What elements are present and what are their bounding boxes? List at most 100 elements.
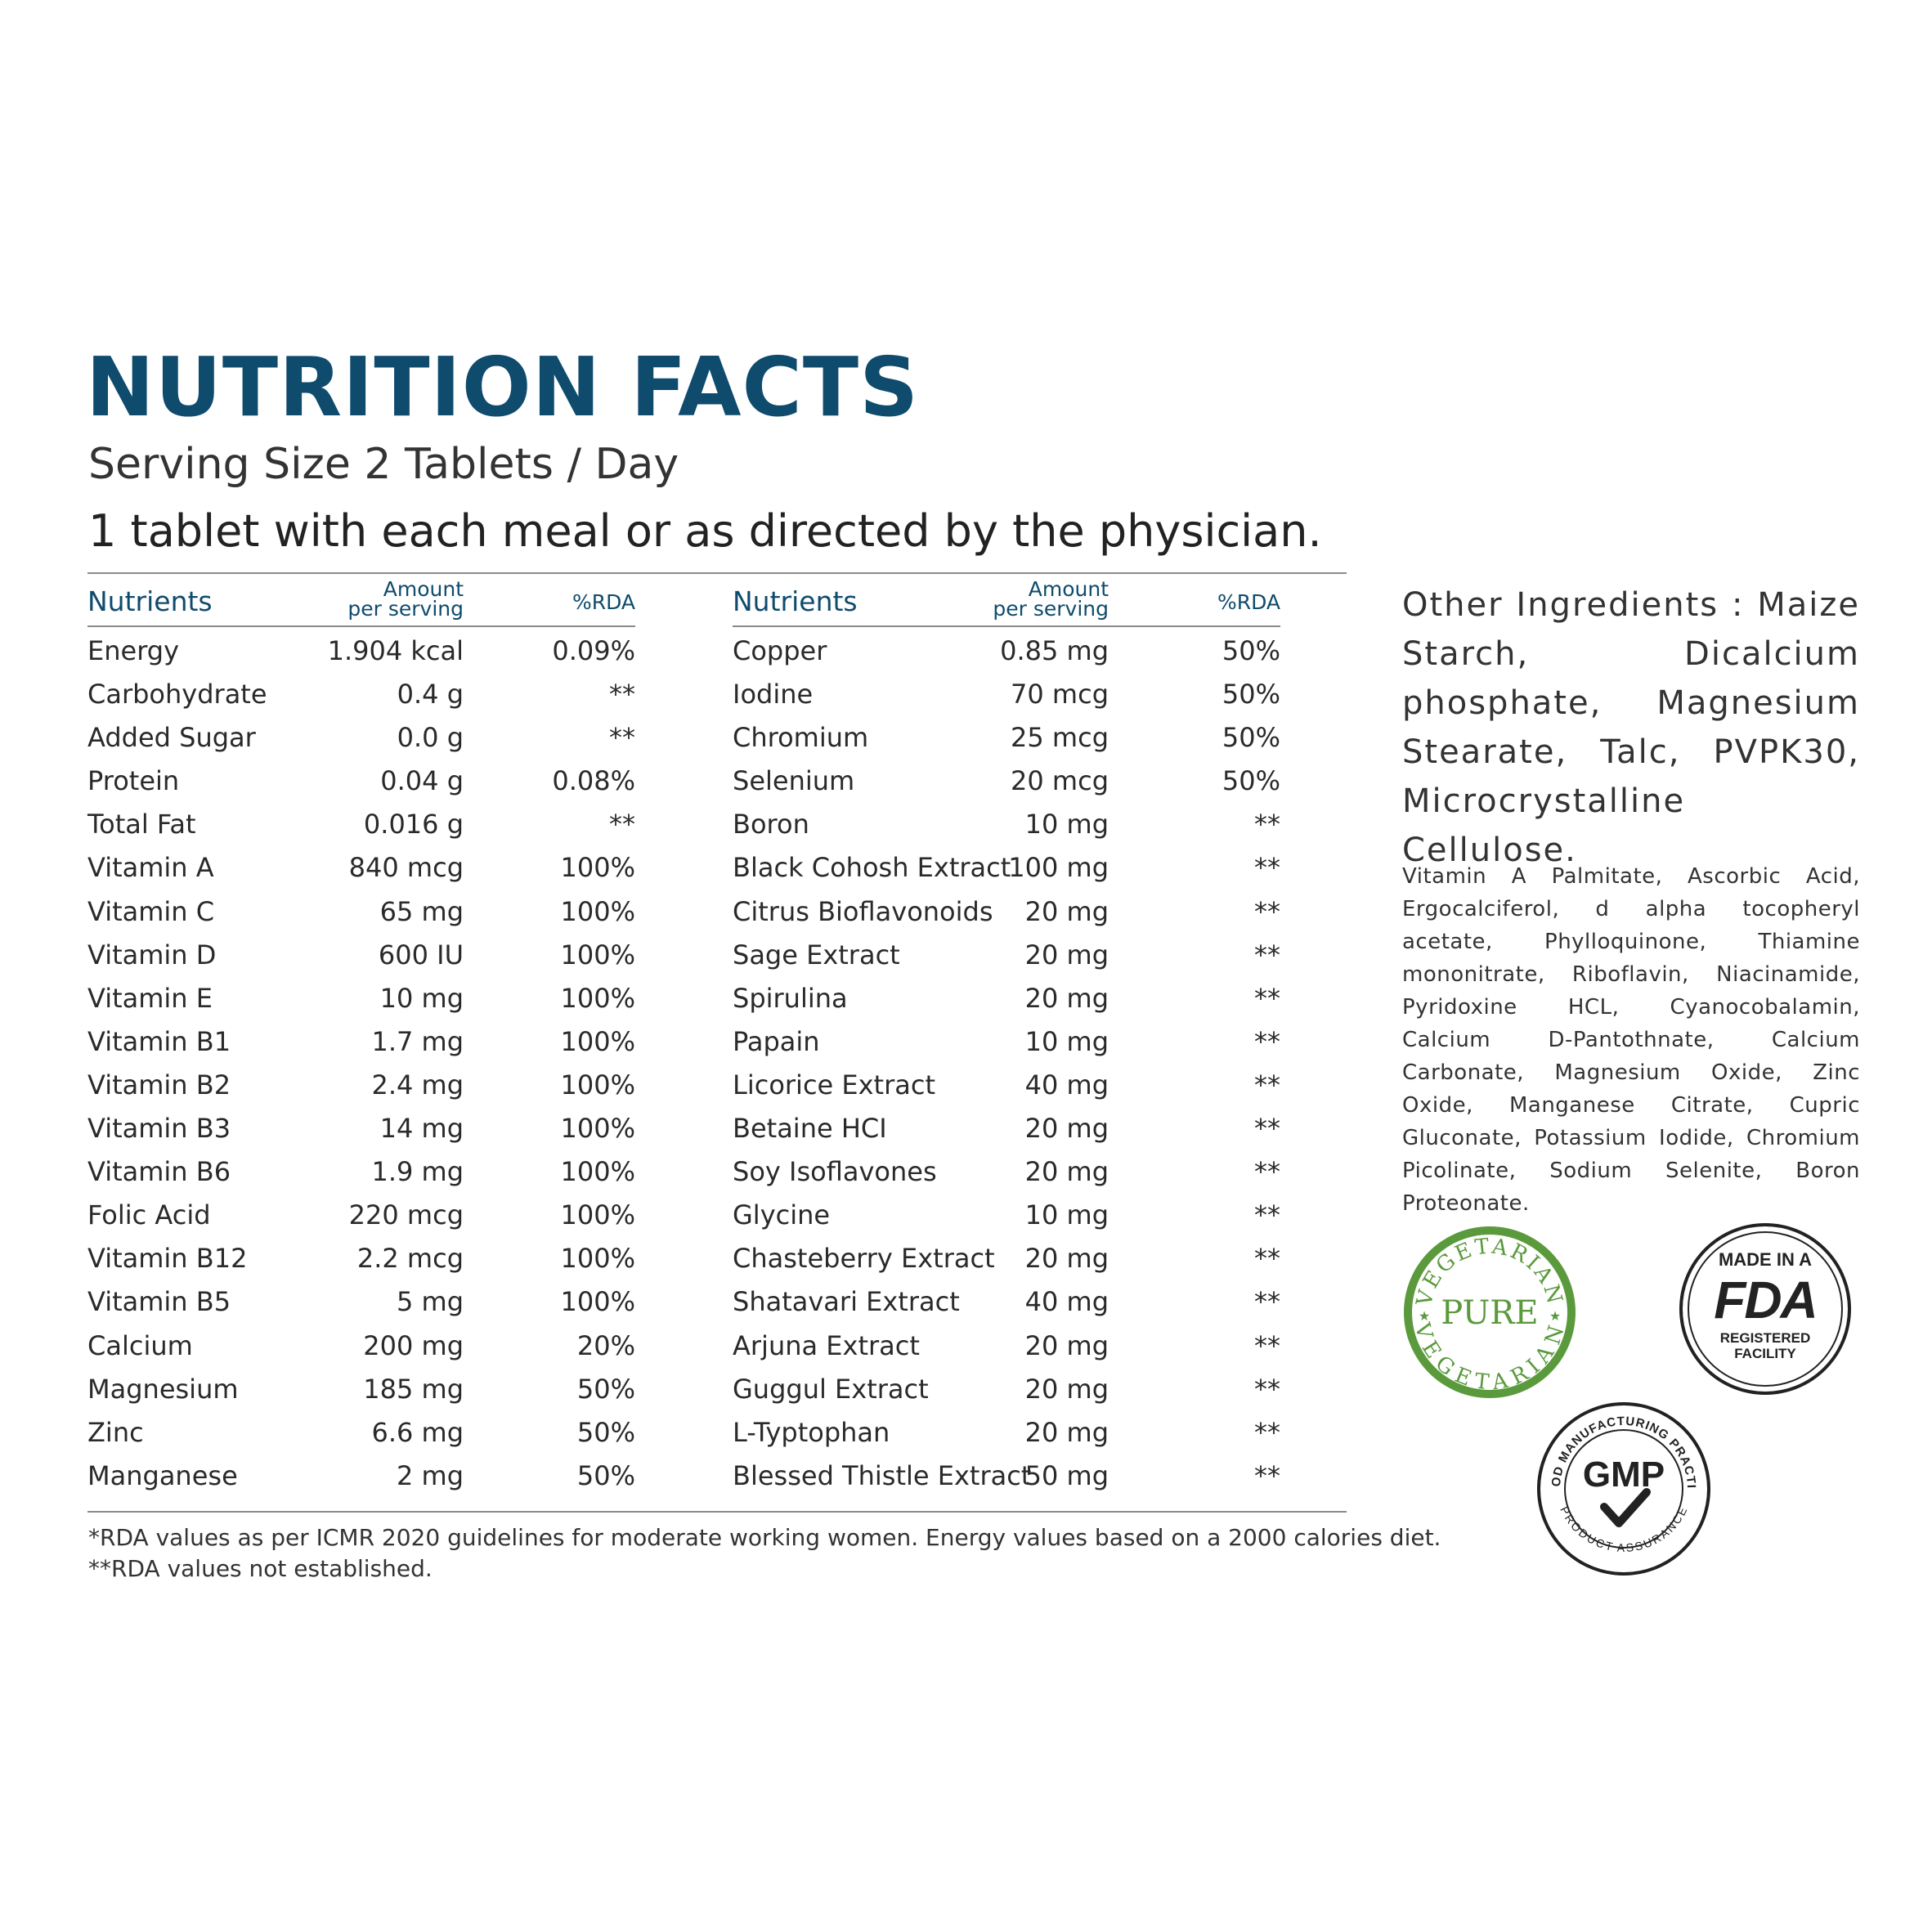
- table-row: Soy Isoflavones 20 mg **: [733, 1151, 1280, 1195]
- table-row: Chromium 25 mcg 50%: [733, 717, 1280, 760]
- nutrient-rda: 50%: [576, 1459, 635, 1491]
- page-title: NUTRITION FACTS: [86, 339, 920, 435]
- nutrient-amount: 600 IU: [378, 939, 464, 970]
- nutrient-amount: 2.4 mg: [371, 1069, 464, 1100]
- table-row: Added Sugar 0.0 g **: [87, 717, 635, 760]
- nutrient-name: Boron: [733, 809, 809, 840]
- nutrient-rda: **: [1254, 1113, 1280, 1145]
- star-icon: ★: [1549, 1308, 1561, 1324]
- nutrient-name: Carbohydrate: [87, 679, 267, 710]
- table-row: Vitamin A 840 mcg 100%: [87, 847, 635, 890]
- table-row: Iodine 70 mcg 50%: [733, 674, 1280, 717]
- nutrient-rda: **: [1254, 1025, 1280, 1057]
- nutrient-rda: 100%: [560, 1113, 635, 1145]
- nutrient-amount: 840 mcg: [348, 852, 464, 884]
- nutrient-rda: 100%: [560, 1243, 635, 1275]
- nutrient-amount: 20 mg: [1024, 1416, 1109, 1448]
- table-row: Copper 0.85 mg 50%: [733, 630, 1280, 674]
- nutrient-rda: 100%: [560, 1156, 635, 1188]
- header-amount-line1: Amount: [1028, 577, 1109, 601]
- table-row: Vitamin B6 1.9 mg 100%: [87, 1151, 635, 1195]
- table-row: Energy 1.904 kcal 0.09%: [87, 630, 635, 674]
- nutrient-name: Vitamin B1: [87, 1025, 231, 1057]
- nutrient-amount: 0.016 g: [363, 809, 464, 840]
- nutrient-name: Manganese: [87, 1459, 238, 1491]
- table-row: Licorice Extract 40 mg **: [733, 1065, 1280, 1108]
- nutrient-rda: **: [1254, 1199, 1280, 1231]
- nutrient-name: Copper: [733, 635, 827, 666]
- nutrient-name: Citrus Bioflavonoids: [733, 895, 993, 927]
- fda-mark: FDA: [1714, 1271, 1817, 1329]
- nutrient-name: Total Fat: [87, 809, 196, 840]
- gmp-badge-icon: GOOD MANUFACTURING PRACTICE PRODUCT ASSU…: [1535, 1401, 1712, 1577]
- fda-bottom-text-1: REGISTERED: [1720, 1330, 1811, 1346]
- nutrient-name: Betaine HCI: [733, 1113, 887, 1145]
- table-row: Zinc 6.6 mg 50%: [87, 1412, 635, 1455]
- nutrient-rda: **: [1254, 982, 1280, 1014]
- nutrient-rda: **: [1254, 1416, 1280, 1448]
- nutrient-rda: **: [1254, 939, 1280, 970]
- nutrient-amount: 5 mg: [396, 1286, 464, 1318]
- vegetarian-center-text: PURE: [1441, 1294, 1538, 1332]
- table-row: Papain 10 mg **: [733, 1021, 1280, 1065]
- nutrient-name: Spirulina: [733, 982, 848, 1014]
- nutrient-amount: 10 mg: [1024, 809, 1109, 840]
- nutrient-amount: 0.4 g: [397, 679, 464, 710]
- nutrient-amount: 14 mg: [379, 1113, 464, 1145]
- table-row: Citrus Bioflavonoids 20 mg **: [733, 891, 1280, 935]
- nutrient-name: Vitamin B5: [87, 1286, 231, 1318]
- table-row: Selenium 20 mcg 50%: [733, 760, 1280, 804]
- nutrient-rda: 100%: [560, 1025, 635, 1057]
- other-ingredients: Other Ingredients : Maize Starch, Dicalc…: [1402, 586, 1860, 869]
- nutrient-name: Chasteberry Extract: [733, 1243, 995, 1275]
- nutrient-rda: 50%: [576, 1416, 635, 1448]
- nutrient-rda: **: [1254, 1156, 1280, 1188]
- nutrient-name: Chromium: [733, 722, 869, 754]
- nutrient-name: L-Typtophan: [733, 1416, 890, 1448]
- nutrient-amount: 200 mg: [363, 1329, 464, 1361]
- nutrient-rda: **: [609, 722, 635, 754]
- nutrient-name: Papain: [733, 1025, 820, 1057]
- bottom-rule: [87, 1511, 1347, 1513]
- nutrient-amount: 20 mg: [1024, 895, 1109, 927]
- nutrient-rda: 20%: [576, 1329, 635, 1361]
- table-row: Arjuna Extract 20 mg **: [733, 1325, 1280, 1369]
- nutrient-rda: **: [1254, 1069, 1280, 1100]
- star-icon: ★: [1419, 1308, 1430, 1324]
- nutrient-amount: 2 mg: [396, 1459, 464, 1491]
- nutrient-rda: **: [1254, 809, 1280, 840]
- header-rda: %RDA: [572, 590, 635, 614]
- header-rda: %RDA: [1217, 590, 1280, 614]
- table-body: Energy 1.904 kcal 0.09% Carbohydrate 0.4 g **…: [87, 630, 635, 1499]
- nutrients-table-right: Nutrients Amount per serving %RDA Copper…: [733, 576, 1280, 1499]
- gmp-center-text: GMP: [1583, 1455, 1665, 1495]
- nutrients-table-left: Nutrients Amount per serving %RDA Energy…: [87, 576, 635, 1499]
- nutrient-name: Vitamin E: [87, 982, 213, 1014]
- table-row: Carbohydrate 0.4 g **: [87, 674, 635, 717]
- nutrient-amount: 1.9 mg: [371, 1156, 464, 1188]
- table-row: Vitamin B3 14 mg 100%: [87, 1108, 635, 1151]
- nutrient-amount: 10 mg: [1024, 1025, 1109, 1057]
- nutrient-amount: 40 mg: [1024, 1069, 1109, 1100]
- table-row: Black Cohosh Extract 100 mg **: [733, 847, 1280, 890]
- nutrient-rda: 50%: [1222, 679, 1280, 710]
- nutrient-amount: 2.2 mcg: [356, 1243, 464, 1275]
- header-amount-line2: per serving: [993, 597, 1109, 621]
- nutrient-rda: 100%: [560, 852, 635, 884]
- nutrient-amount: 20 mcg: [1011, 765, 1109, 797]
- nutrient-name: Energy: [87, 635, 180, 666]
- nutrient-name: Selenium: [733, 765, 855, 797]
- nutrient-name: Vitamin B3: [87, 1113, 231, 1145]
- header-amount-line1: Amount: [383, 577, 464, 601]
- nutrient-rda: 100%: [560, 1286, 635, 1318]
- nutrient-rda: **: [1254, 1286, 1280, 1318]
- nutrient-amount: 70 mcg: [1011, 679, 1109, 710]
- header-amount-line2: per serving: [347, 597, 464, 621]
- fda-top-text: MADE IN A: [1719, 1249, 1812, 1270]
- nutrient-name: Vitamin D: [87, 939, 217, 970]
- header-nutrients: Nutrients: [87, 585, 213, 617]
- nutrient-name: Black Cohosh Extract: [733, 852, 1011, 884]
- nutrient-rda: 100%: [560, 939, 635, 970]
- table-header: Nutrients Amount per serving %RDA: [733, 576, 1280, 627]
- nutrient-rda: **: [1254, 895, 1280, 927]
